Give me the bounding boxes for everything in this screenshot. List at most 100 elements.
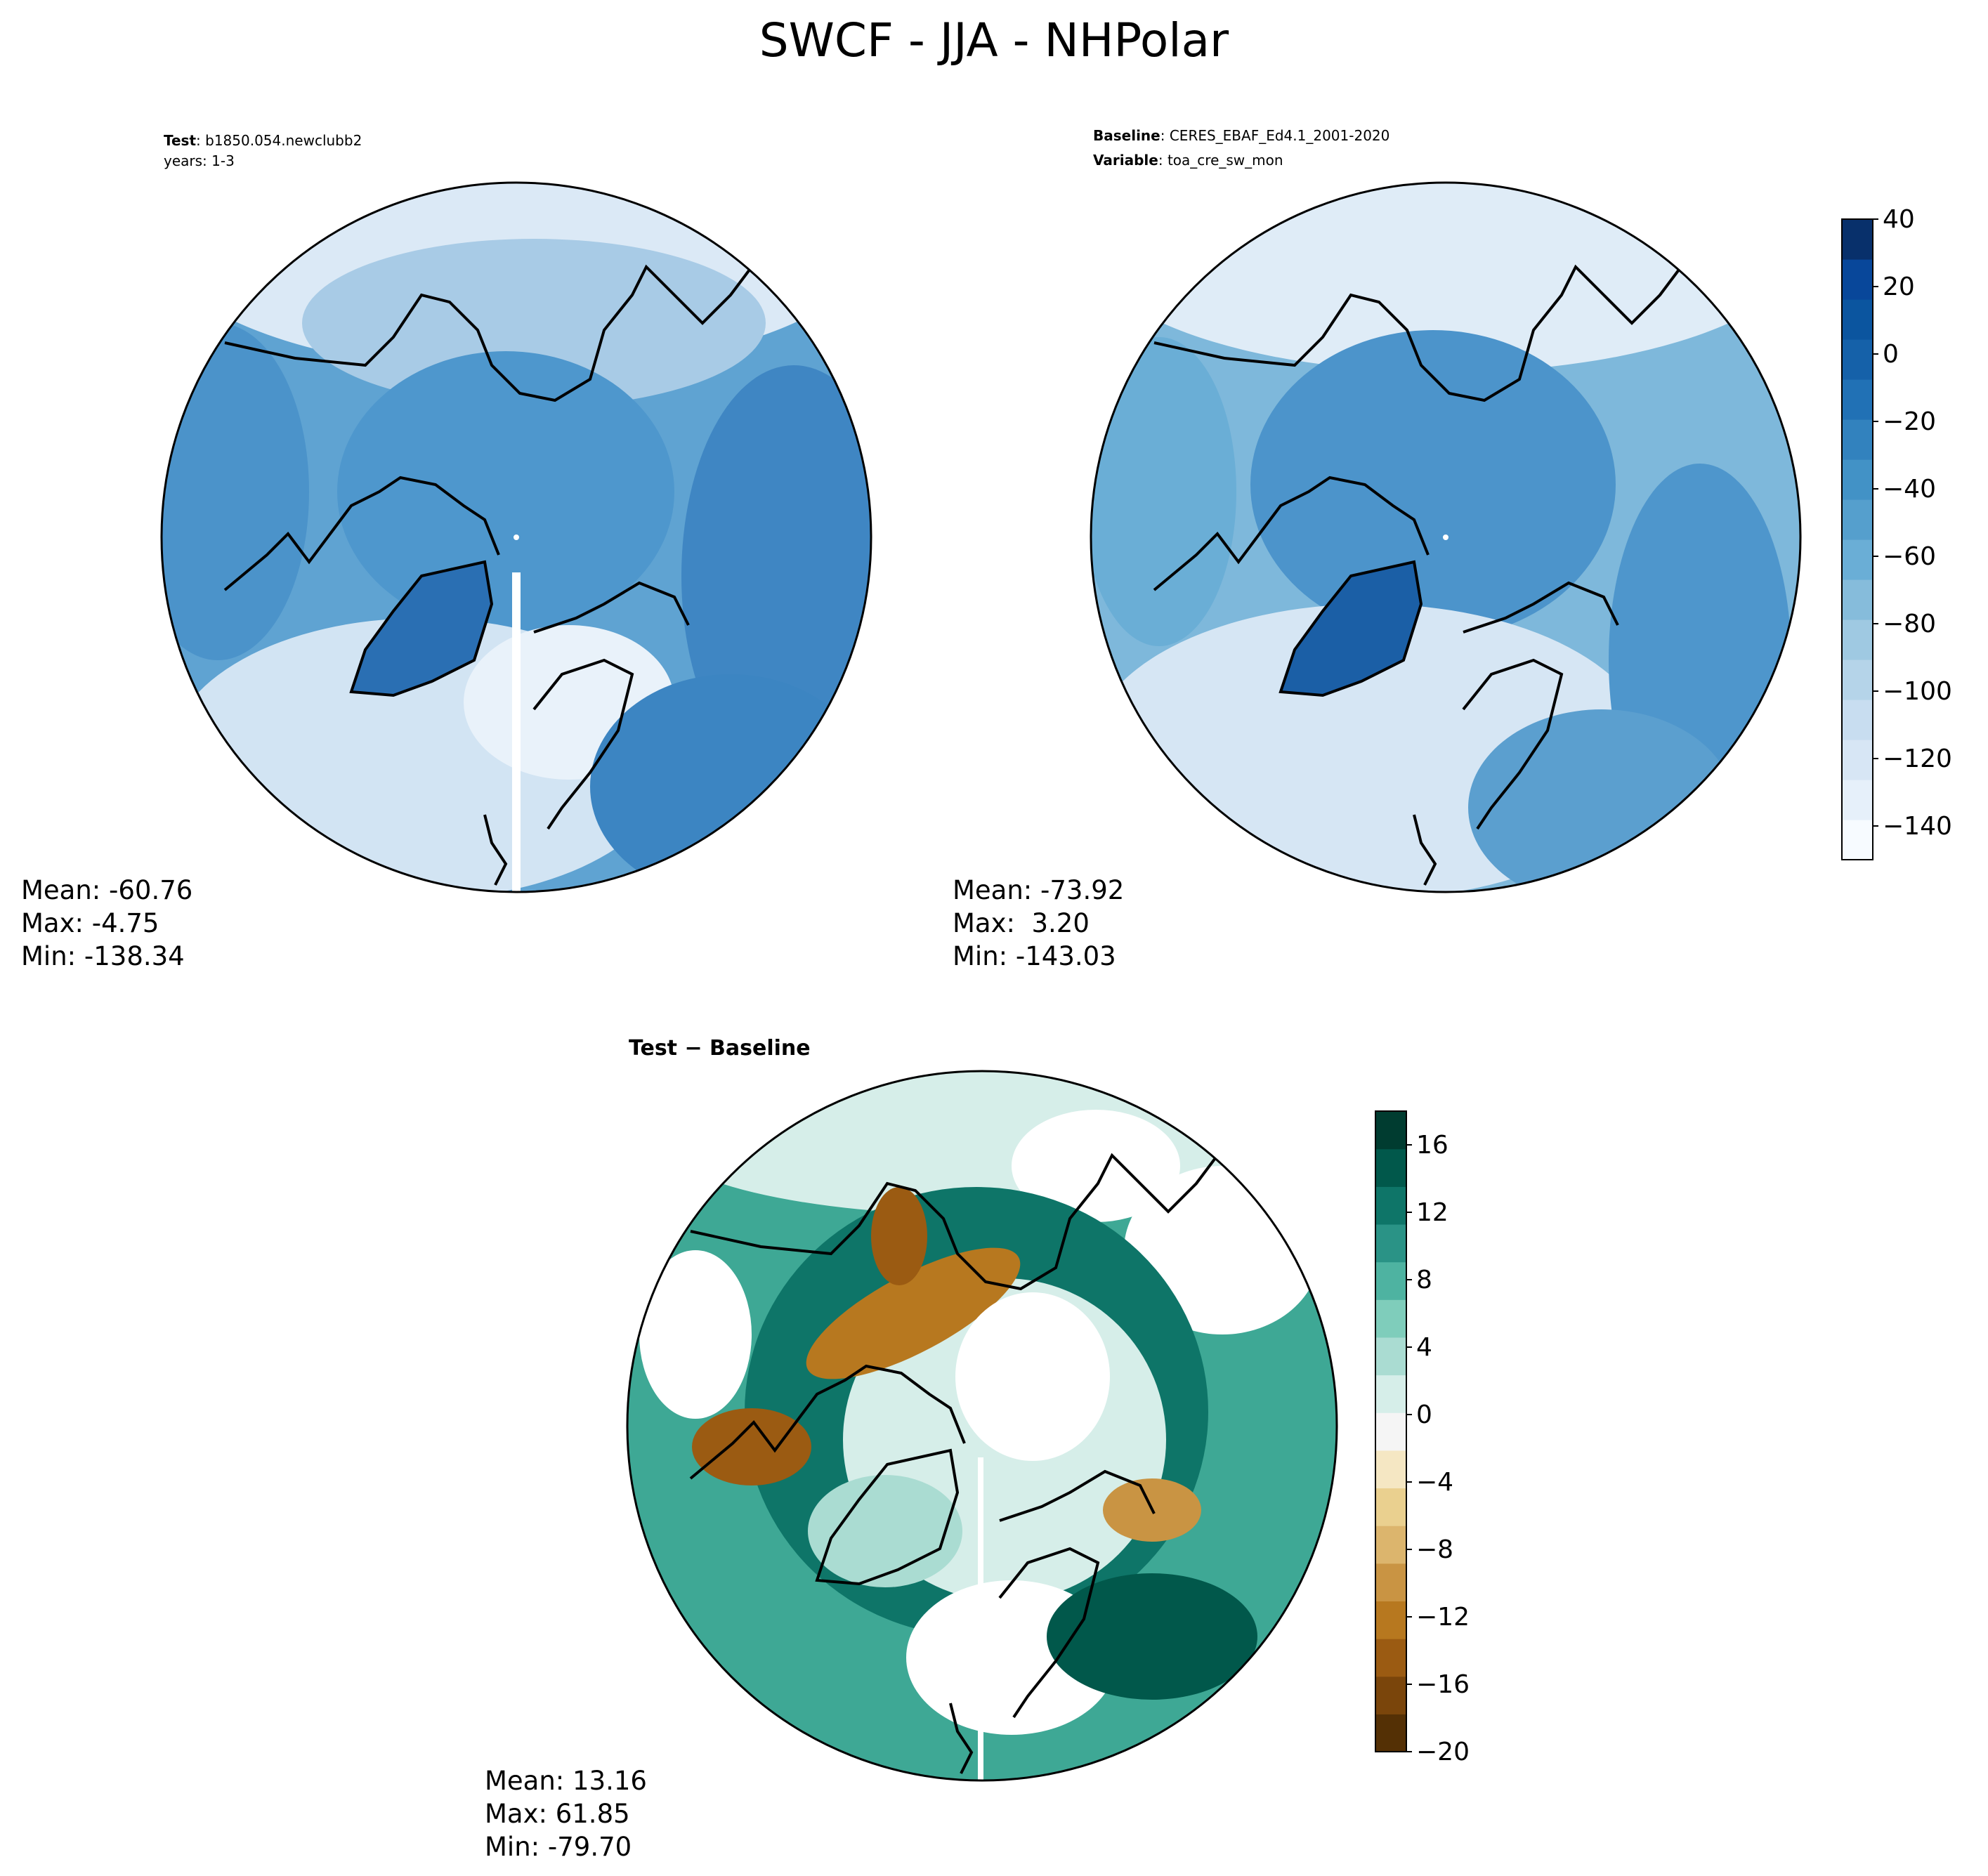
test-pole-point bbox=[514, 534, 519, 540]
panel-diff: Test − Baseline bbox=[485, 1036, 1338, 1862]
colorbar-diff-tick-label: 12 bbox=[1416, 1198, 1449, 1227]
diff-field-south-teal bbox=[1047, 1573, 1257, 1700]
colorbar-diff-frame bbox=[1375, 1110, 1407, 1752]
colorbar-blues-tick-label: −100 bbox=[1883, 677, 1952, 706]
colorbar-blues-band bbox=[1842, 579, 1873, 620]
colorbar-diff-band bbox=[1375, 1526, 1406, 1564]
colorbar-diff-tick-label: 8 bbox=[1416, 1266, 1432, 1294]
colorbar-blues-tick-label: 0 bbox=[1883, 340, 1899, 369]
baseline-max: Max: 3.20 bbox=[953, 908, 1090, 938]
colorbar-diff-band bbox=[1375, 1186, 1406, 1225]
baseline-field-north bbox=[1091, 183, 1800, 372]
diff-max: Max: 61.85 bbox=[485, 1799, 630, 1829]
colorbar-diff-band bbox=[1375, 1563, 1406, 1602]
diff-field-greenland bbox=[808, 1475, 962, 1587]
baseline-header-line1: Baseline: CERES_EBAF_Ed4.1_2001-2020 bbox=[1093, 127, 1389, 144]
figure-title: SWCF - JJA - NHPolar bbox=[759, 13, 1229, 67]
diff-mean: Mean: 13.16 bbox=[485, 1766, 647, 1796]
colorbar-diff-tick-label: −4 bbox=[1416, 1468, 1453, 1497]
colorbar-diff-tick-label: −16 bbox=[1416, 1670, 1470, 1699]
colorbar-blues-band bbox=[1842, 499, 1873, 540]
diff-map bbox=[627, 1071, 1337, 1780]
variable-key: Variable bbox=[1093, 152, 1158, 169]
colorbar-diff-tick-label: −8 bbox=[1416, 1535, 1453, 1564]
colorbar-blues-band bbox=[1842, 419, 1873, 460]
colorbar-diff-band bbox=[1375, 1601, 1406, 1639]
diff-white-west bbox=[639, 1250, 752, 1419]
test-years: years: 1-3 bbox=[164, 152, 235, 169]
colorbar-blues-band bbox=[1842, 459, 1873, 500]
diff-field-brown-canada bbox=[692, 1408, 811, 1485]
baseline-field-arctic bbox=[1250, 330, 1616, 639]
colorbar-diff-band bbox=[1375, 1148, 1406, 1187]
colorbar-blues-bands bbox=[1842, 219, 1873, 860]
baseline-min: Min: -143.03 bbox=[953, 941, 1116, 971]
test-field-greenland bbox=[351, 562, 492, 695]
test-field-north-inner bbox=[302, 239, 766, 407]
test-map bbox=[162, 183, 871, 892]
diff-field-brown-arc-nw bbox=[806, 1247, 1021, 1379]
colorbar-blues: 40 20 0 −20 −40 −60 −80 −100 −120 −140 bbox=[1841, 205, 1952, 860]
test-min: Min: -138.34 bbox=[21, 941, 185, 971]
diff-coastlines bbox=[689, 1153, 1267, 1774]
colorbar-diff-tick-label: 16 bbox=[1416, 1131, 1449, 1160]
test-value: b1850.054.newclubb2 bbox=[205, 132, 362, 149]
test-key: Test bbox=[164, 132, 196, 149]
test-field-arctic bbox=[337, 351, 674, 632]
diff-header: Test − Baseline bbox=[629, 1036, 811, 1061]
diff-missing-strip bbox=[978, 1457, 983, 1780]
baseline-pole-point bbox=[1443, 534, 1449, 540]
baseline-key-sep: : bbox=[1160, 127, 1170, 144]
colorbar-blues-band bbox=[1842, 780, 1873, 820]
colorbar-blues-tick-label: −140 bbox=[1883, 812, 1952, 841]
colorbar-blues-tick-label: 40 bbox=[1883, 205, 1915, 234]
baseline-key: Baseline bbox=[1093, 127, 1160, 144]
colorbar-diff-band bbox=[1375, 1676, 1406, 1714]
diff-white-north bbox=[1012, 1110, 1180, 1222]
colorbar-blues-band bbox=[1842, 339, 1873, 380]
colorbar-diff-band bbox=[1375, 1714, 1406, 1752]
baseline-field-greenland bbox=[1281, 562, 1421, 695]
colorbar-blues-band bbox=[1842, 539, 1873, 580]
baseline-map bbox=[1091, 183, 1800, 892]
colorbar-diff-band bbox=[1375, 1412, 1406, 1451]
colorbar-diff-band bbox=[1375, 1375, 1406, 1413]
baseline-map-boundary bbox=[1090, 181, 1802, 893]
colorbar-blues-tick-label: −60 bbox=[1883, 542, 1936, 571]
diff-map-boundary bbox=[626, 1070, 1338, 1782]
colorbar-blues-tick-label: −80 bbox=[1883, 610, 1936, 638]
colorbar-blues-ticks: 40 20 0 −20 −40 −60 −80 −100 −120 −140 bbox=[1873, 205, 1952, 841]
diff-field-brown-north bbox=[871, 1187, 927, 1285]
baseline-mean: Mean: -73.92 bbox=[953, 875, 1124, 905]
diff-white-center bbox=[955, 1292, 1110, 1461]
test-coastlines bbox=[223, 264, 802, 886]
variable-value: toa_cre_sw_mon bbox=[1168, 152, 1283, 169]
test-missing-strip bbox=[512, 572, 521, 892]
colorbar-blues-band bbox=[1842, 379, 1873, 420]
colorbar-blues-band bbox=[1842, 219, 1873, 260]
variable-key-sep: : bbox=[1158, 152, 1168, 169]
colorbar-diff-band bbox=[1375, 1224, 1406, 1263]
test-header-line1: Test: b1850.054.newclubb2 bbox=[164, 132, 362, 149]
colorbar-blues-band bbox=[1842, 820, 1873, 860]
test-key-sep: : bbox=[196, 132, 205, 149]
colorbar-diff-tick-label: 0 bbox=[1416, 1401, 1432, 1429]
panel-test: Test: b1850.054.newclubb2 years: 1-3 bbox=[21, 132, 872, 971]
colorbar-diff-band bbox=[1375, 1299, 1406, 1338]
colorbar-diff-band bbox=[1375, 1488, 1406, 1526]
baseline-header-line2: Variable: toa_cre_sw_mon bbox=[1093, 152, 1283, 169]
colorbar-blues-tick-label: −40 bbox=[1883, 475, 1936, 504]
colorbar-diff-band bbox=[1375, 1639, 1406, 1677]
panel-baseline: Baseline: CERES_EBAF_Ed4.1_2001-2020 Var… bbox=[953, 127, 1802, 971]
baseline-coastlines bbox=[1153, 264, 1731, 886]
colorbar-diff-tick-label: −12 bbox=[1416, 1603, 1470, 1632]
test-field-west bbox=[162, 323, 309, 660]
diff-min: Min: -79.70 bbox=[485, 1832, 632, 1862]
test-max: Max: -4.75 bbox=[21, 908, 159, 938]
colorbar-diff-tick-label: −20 bbox=[1416, 1738, 1470, 1766]
colorbar-diff-bands bbox=[1375, 1111, 1406, 1752]
baseline-field-siberia bbox=[1468, 709, 1735, 892]
colorbar-blues-band bbox=[1842, 700, 1873, 740]
colorbar-blues-tick-label: −20 bbox=[1883, 407, 1936, 436]
